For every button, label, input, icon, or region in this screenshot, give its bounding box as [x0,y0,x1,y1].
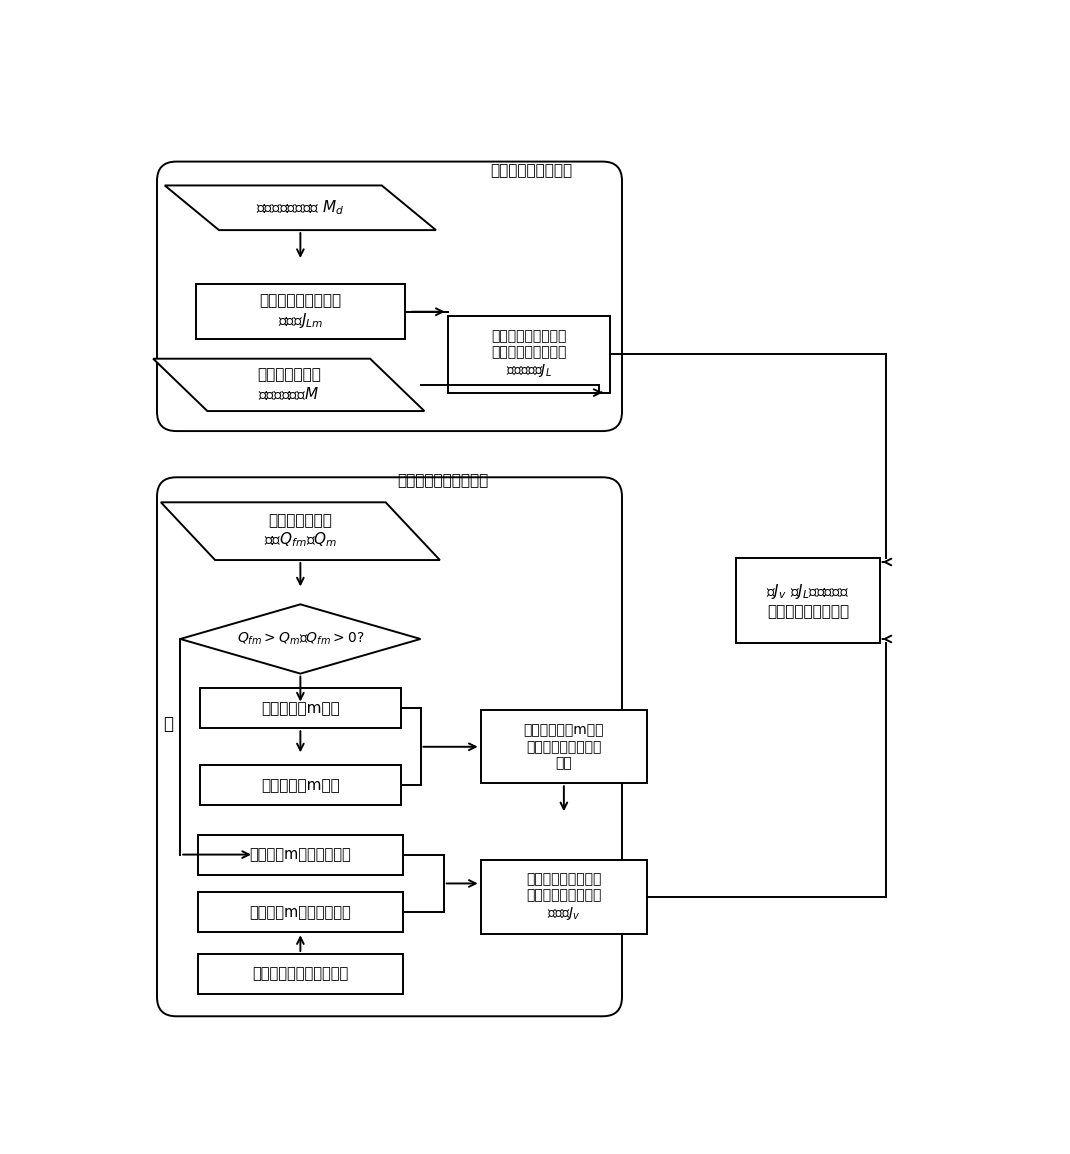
Text: 取$J_v$ 和$J_L$的交集得到
可能的故障线路集合: 取$J_v$ 和$J_L$的交集得到 可能的故障线路集合 [766,583,850,619]
Text: 各监测点m下游线路序列: 各监测点m下游线路序列 [249,847,351,862]
Text: $Q_{fm}>Q_m$且$Q_{fm}>0?$: $Q_{fm}>Q_m$且$Q_{fm}>0?$ [236,631,364,647]
FancyBboxPatch shape [196,284,406,339]
Polygon shape [160,502,440,560]
Text: 监测点故障前后
无功$Q_{fm}$、$Q_m$: 监测点故障前后 无功$Q_{fm}$、$Q_m$ [263,512,337,549]
Text: 故障源上下游方位判断: 故障源上下游方位判断 [397,473,489,488]
Text: 网络分析（仿真或计算）: 网络分析（仿真或计算） [253,966,349,981]
Text: 各监测点m上游线路序列: 各监测点m上游线路序列 [249,905,351,920]
Text: 是: 是 [164,714,173,733]
Text: 得到根据故障方位判
断提取出的可能故障
线路集$J_v$: 得到根据故障方位判 断提取出的可能故障 线路集$J_v$ [526,872,601,922]
FancyBboxPatch shape [480,861,647,934]
Polygon shape [165,186,435,230]
FancyBboxPatch shape [198,892,403,932]
Text: 得到根据监测点可观
侧线路提取出的可能
故障线路集$J_L$: 得到根据监测点可观 侧线路提取出的可能 故障线路集$J_L$ [491,329,567,379]
FancyBboxPatch shape [200,765,401,805]
FancyBboxPatch shape [198,954,403,994]
Text: 监测点可观测域判断: 监测点可观测域判断 [490,164,572,179]
Polygon shape [180,605,421,674]
FancyBboxPatch shape [200,688,401,728]
FancyBboxPatch shape [198,834,403,875]
Text: 位于监测点m上游: 位于监测点m上游 [261,700,340,715]
FancyBboxPatch shape [736,559,880,643]
Text: 监测到故障的监
测点编号序列$M$: 监测到故障的监 测点编号序列$M$ [257,368,321,402]
FancyBboxPatch shape [447,315,610,392]
Text: 各观测点的可观测线
路集合$J_{Lm}$: 各观测点的可观测线 路集合$J_{Lm}$ [259,293,341,330]
FancyBboxPatch shape [480,710,647,784]
Text: 已知节点凹陷矩阵 $M_d$: 已知节点凹陷矩阵 $M_d$ [257,198,345,217]
Text: 位于监测点m下游: 位于监测点m下游 [261,778,340,793]
Polygon shape [153,359,425,411]
Text: 提取各监测点m的上
游或下游线路，并取
交集: 提取各监测点m的上 游或下游线路，并取 交集 [523,724,605,770]
